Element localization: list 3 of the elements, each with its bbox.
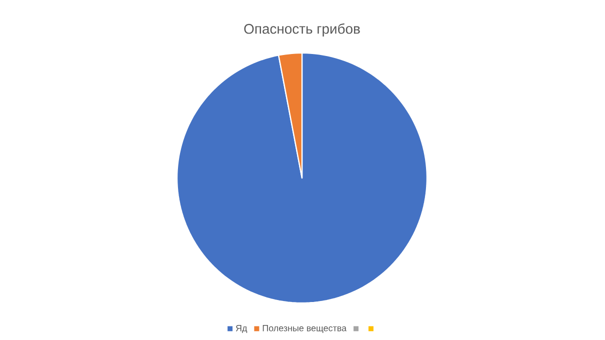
legend-label: Полезные вещества — [262, 325, 347, 333]
chart-title: Опасность грибов — [244, 23, 360, 37]
legend-label: Яд — [236, 325, 248, 333]
